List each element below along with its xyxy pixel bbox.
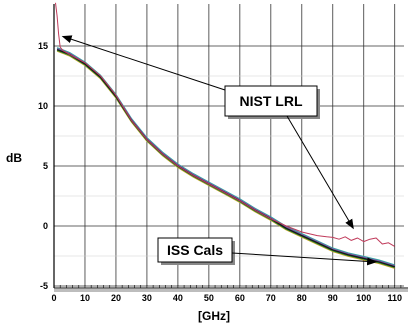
plot-background <box>54 4 412 286</box>
iss-callout-box <box>157 237 233 263</box>
nist-arrow-right <box>286 115 354 230</box>
x-tick-label: 110 <box>387 293 402 303</box>
nist-callout-box <box>224 85 318 117</box>
x-tick-label: 80 <box>297 293 307 303</box>
x-tick-label: 90 <box>328 293 338 303</box>
x-tick-label: 100 <box>356 293 371 303</box>
nist-arrow-left <box>61 35 226 91</box>
y-tick-label: 15 <box>38 41 48 51</box>
x-tick-label: 60 <box>235 293 245 303</box>
annotations: NIST LRL ISS Cals <box>61 35 378 266</box>
x-tick-label: 50 <box>204 293 214 303</box>
iss-callout-label: ISS Cals <box>167 242 223 258</box>
series <box>55 2 395 269</box>
x-axis-label: [GHz] <box>198 309 230 323</box>
y-tick-label: -5 <box>40 281 48 291</box>
x-tick-label: 10 <box>80 293 90 303</box>
x-tick-label: 40 <box>173 293 183 303</box>
x-axis-band <box>54 289 408 292</box>
y-axis-label: dB <box>6 151 22 165</box>
y-tick-label: 10 <box>38 101 48 111</box>
x-tick-label: 20 <box>111 293 121 303</box>
iss-arrow <box>231 252 378 266</box>
y-tick-label: 0 <box>43 221 48 231</box>
nist-callout-label: NIST LRL <box>240 93 303 109</box>
x-tick-label: 70 <box>266 293 276 303</box>
nist-lrl-line <box>55 2 395 247</box>
x-tick-label: 0 <box>51 293 56 303</box>
y-tick-label: 5 <box>43 161 48 171</box>
x-tick-label: 30 <box>142 293 152 303</box>
